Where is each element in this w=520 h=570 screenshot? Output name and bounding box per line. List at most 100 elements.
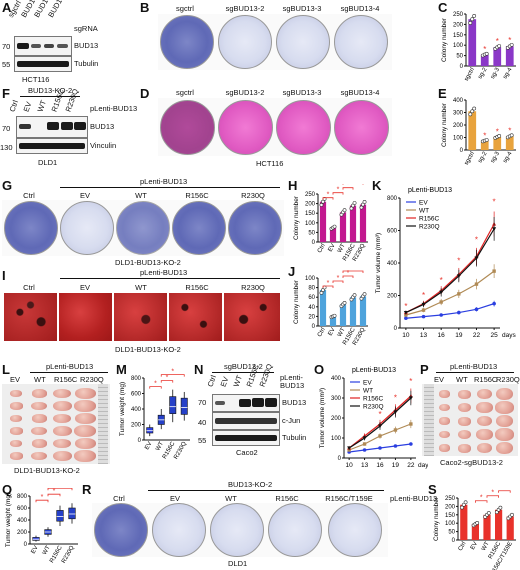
data-point <box>472 106 477 111</box>
y-tick-label: 400 <box>387 261 398 267</box>
y-axis-label: Colony number <box>441 17 448 62</box>
data-point <box>362 442 367 446</box>
dish-strip-d <box>158 98 392 156</box>
tumor <box>74 424 96 438</box>
dish-label: sgBUD13-2 <box>225 4 265 13</box>
mw-marker: 55 <box>198 436 207 445</box>
data-point <box>492 269 496 273</box>
bar <box>480 54 489 66</box>
lane-label: EV <box>21 100 34 113</box>
y-tick-label: 0 <box>394 326 398 332</box>
y-tick-label: 0 <box>138 438 142 444</box>
tumor <box>52 425 72 437</box>
mw-marker: 130 <box>0 143 13 152</box>
line-chart-o: 0 100 200 300 400 Tumor volume (mm³) 10 13 16 19 2… <box>319 367 428 469</box>
significance-star: * <box>496 127 499 136</box>
tumor <box>495 427 514 442</box>
dish-label: sgBUD13-3 <box>282 4 322 13</box>
data-point <box>439 290 444 295</box>
panel-label: WT <box>135 283 147 292</box>
group-header: pLenti-BUD13 <box>140 268 188 277</box>
mw-marker: 70 <box>2 124 11 133</box>
lane-label: EV <box>218 375 231 388</box>
blot-strip <box>16 116 88 138</box>
x-tick-label: 13 <box>420 332 428 339</box>
y-axis-label: Colony number <box>433 496 440 541</box>
significance-bracket <box>160 380 174 383</box>
tumor <box>74 399 96 413</box>
dish-label: Ctrl <box>23 191 35 200</box>
panel-label: EV <box>79 283 90 292</box>
x-tick-label: WT <box>337 243 347 254</box>
tumor <box>10 390 22 397</box>
legend-label: EV <box>419 200 428 207</box>
lane-label: R156C <box>474 375 498 384</box>
dish <box>152 503 206 557</box>
tumor <box>457 402 472 413</box>
data-point <box>494 510 499 515</box>
data-point <box>404 313 408 317</box>
x-tick-label: 10 <box>402 332 410 339</box>
data-point <box>403 310 408 315</box>
significance-star: * <box>404 302 407 311</box>
significance-star: * <box>503 488 506 492</box>
data-point <box>472 14 477 18</box>
bar <box>329 316 337 326</box>
x-tick-label: WT <box>42 545 52 556</box>
blot-strip <box>14 36 72 56</box>
bar <box>339 212 347 242</box>
series-line <box>405 228 495 314</box>
x-tick-label: 13 <box>361 462 369 469</box>
data-point <box>332 224 337 229</box>
data-point <box>486 511 491 515</box>
data-point <box>378 424 382 429</box>
caption: Caco2-sgBUD13-2 <box>440 458 503 467</box>
box <box>169 396 177 414</box>
significance-star: * <box>347 270 350 277</box>
soft-agar-image <box>59 293 112 341</box>
x-tick-label: 25 <box>491 332 499 339</box>
group-label: BUD13-KO-2 <box>228 480 273 489</box>
x-tick-label: 16 <box>438 332 446 339</box>
data-point <box>439 313 443 317</box>
significance-bracket <box>322 197 334 200</box>
data-point <box>321 199 325 204</box>
lane-label: Ctrl <box>205 373 218 388</box>
lane-label: WT <box>35 98 48 113</box>
series-line <box>405 223 495 314</box>
bar <box>480 140 489 150</box>
data-point <box>421 302 426 307</box>
data-point <box>470 17 475 22</box>
significance-star: * <box>337 187 340 194</box>
data-point <box>393 444 398 448</box>
y-tick-label: 200 <box>453 22 464 28</box>
soft-agar-image <box>169 293 222 341</box>
data-point <box>484 138 489 142</box>
band-label: Tubulin <box>74 59 99 68</box>
x-axis-unit: days <box>502 332 516 339</box>
y-tick-label: 200 <box>17 530 28 536</box>
group-header: pLenti-BUD13 <box>140 177 188 186</box>
dish-strip-r <box>92 503 388 557</box>
y-tick-label: 0 <box>452 538 456 544</box>
significance-star: * <box>480 495 483 502</box>
x-tick-label: WT <box>155 441 165 452</box>
data-point <box>474 282 479 286</box>
y-tick-label: 300 <box>453 111 464 117</box>
panel-label-b: B <box>140 0 150 15</box>
x-tick-label: Ctrl <box>458 541 468 552</box>
tumor <box>31 389 47 398</box>
y-tick-label: 100 <box>305 221 316 227</box>
y-tick-label: 250 <box>305 192 316 198</box>
dish <box>160 100 215 155</box>
data-point <box>460 505 464 510</box>
y-tick-label: 600 <box>387 229 398 235</box>
significance-bracket <box>332 192 344 195</box>
y-tick-label: 400 <box>453 98 464 104</box>
dish-strip-b <box>158 14 392 70</box>
lane-label: R230Q <box>80 375 104 384</box>
legend-label: R156C <box>363 396 384 403</box>
tumor <box>438 430 451 439</box>
